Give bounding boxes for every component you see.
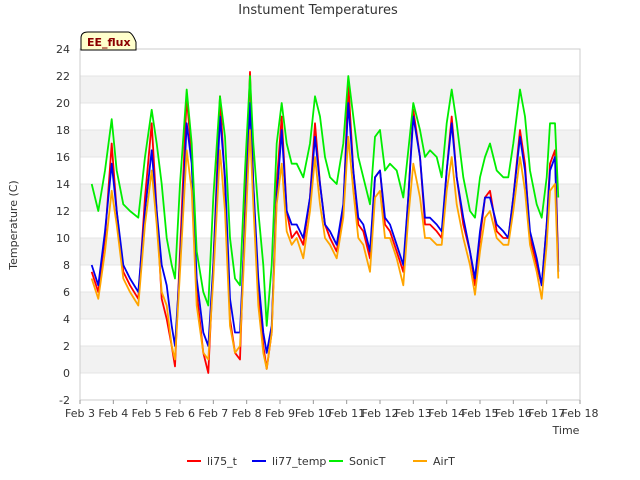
grid-bands <box>80 48 580 401</box>
x-tick-label: Feb 13 <box>395 407 432 420</box>
y-tick-label: -2 <box>59 394 70 407</box>
x-tick-label: Feb 10 <box>295 407 332 420</box>
x-tick-label: Feb 9 <box>265 407 295 420</box>
legend-label: AirT <box>433 455 455 468</box>
x-tick-label: Feb 18 <box>562 407 599 420</box>
y-tick-label: 4 <box>63 313 70 326</box>
x-tick-label: Feb 14 <box>428 407 465 420</box>
plot-frame <box>79 48 581 401</box>
legend-label: li75_t <box>207 455 238 468</box>
y-axis-label: Temperature (C) <box>7 180 20 270</box>
y-tick-label: 0 <box>63 367 70 380</box>
y-tick-label: 16 <box>56 151 70 164</box>
legend-label: li77_temp <box>272 455 326 468</box>
y-tick-label: 20 <box>56 97 70 110</box>
x-tick-label: Feb 12 <box>362 407 399 420</box>
y-tick-label: 18 <box>56 124 70 137</box>
x-tick-label: Feb 5 <box>132 407 162 420</box>
grid-band <box>80 292 580 319</box>
y-tick-label: 2 <box>63 340 70 353</box>
grid-band <box>80 76 580 103</box>
ee-flux-badge: EE_flux <box>80 31 137 51</box>
grid-band <box>80 346 580 373</box>
grid-band <box>80 238 580 265</box>
x-tick-label: Feb 8 <box>232 407 262 420</box>
x-tick-label: Feb 15 <box>462 407 499 420</box>
legend: li75_t li77_temp SonicT AirT <box>187 455 455 468</box>
y-tick-label: 6 <box>63 286 70 299</box>
series-lines <box>90 71 560 374</box>
series-line-AirT <box>90 129 560 370</box>
series-line-SonicT <box>90 75 560 327</box>
x-tick-label: Feb 11 <box>328 407 365 420</box>
y-tick-label: 10 <box>56 232 70 245</box>
x-tick-label: Feb 7 <box>198 407 228 420</box>
x-tick-label: Feb 4 <box>98 407 128 420</box>
x-axis-label: Time <box>552 424 580 437</box>
y-tick-label: 22 <box>56 70 70 83</box>
y-tick-label: 24 <box>56 43 70 56</box>
x-axis: Feb 3 Feb 4 Feb 5 Feb 6 Feb 7 Feb 8 Feb 9 Feb 1… <box>65 400 598 420</box>
x-tick-label: Feb 3 <box>65 407 95 420</box>
grid-band <box>80 130 580 157</box>
legend-label: SonicT <box>349 455 386 468</box>
x-tick-label: Feb 16 <box>495 407 532 420</box>
x-tick-label: Feb 6 <box>165 407 195 420</box>
y-tick-label: 12 <box>56 205 70 218</box>
x-tick-label: Feb 17 <box>528 407 565 420</box>
chart-title: Instument Temperatures <box>238 3 398 18</box>
y-tick-label: 14 <box>56 178 70 191</box>
badge-label: EE_flux <box>87 36 131 49</box>
y-tick-label: 8 <box>63 259 70 272</box>
